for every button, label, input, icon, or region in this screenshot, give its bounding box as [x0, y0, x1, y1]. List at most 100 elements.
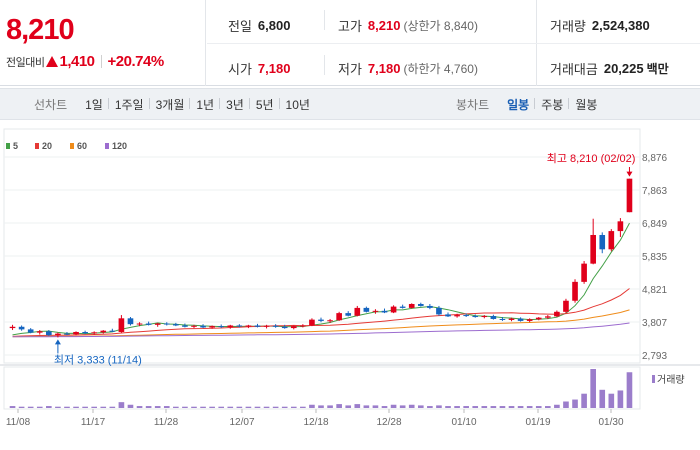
volume-bar [535, 406, 542, 408]
volume-bar [554, 404, 560, 408]
candle-body [427, 305, 433, 308]
tab-monthly[interactable]: 월봉 [568, 96, 603, 113]
candle-body [381, 310, 388, 313]
x-tick-label: 12/07 [229, 417, 254, 428]
legend-label: 5 [13, 141, 18, 151]
up-arrow-icon [46, 56, 59, 67]
prev-close: 전일 6,800 [228, 16, 290, 35]
volume-bar [599, 389, 606, 408]
volume-bar [381, 406, 388, 408]
volume-bar [490, 406, 497, 408]
candle-body [563, 300, 569, 312]
ma-line-120 [12, 322, 630, 338]
y-tick-label: 4,821 [642, 285, 667, 296]
volume-bar [563, 401, 569, 408]
candle-body [127, 318, 134, 325]
candle-body [236, 325, 243, 327]
tab-1week[interactable]: 1주일 [107, 96, 150, 113]
volume-bar [236, 406, 243, 408]
candle-body [581, 263, 587, 282]
upper-limit: (상한가 8,840) [403, 19, 478, 33]
low-annotation: 최저 3,333 (11/14) [54, 353, 142, 366]
x-tick-label: 01/30 [598, 417, 623, 428]
tab-3month[interactable]: 3개월 [148, 96, 191, 113]
candle-body [517, 318, 524, 321]
volume-bar [281, 406, 288, 408]
volume-bar [163, 406, 170, 408]
volume-bar [218, 406, 225, 408]
candle-body [100, 330, 107, 333]
candle-body [363, 307, 370, 312]
volume-bar [572, 399, 578, 408]
tab-5year[interactable]: 5년 [248, 96, 280, 113]
moving-average-lines [12, 222, 630, 338]
candlestick-chart: 5 20 60 120 8,876 7,863 6,849 5,835 4,821 3,807 2… [0, 128, 700, 428]
volume-bar [327, 405, 333, 408]
volume-bar [46, 406, 52, 408]
volume-bar [336, 404, 342, 408]
legend-swatch [105, 143, 109, 149]
tab-1day[interactable]: 1일 [85, 97, 103, 112]
volume-bar [499, 406, 506, 408]
candle-body [300, 325, 306, 327]
period-tab-bar: 선차트 1일 1주일 3개월 1년 3년 5년 10년 봉차트 일봉 주봉 월봉 [0, 88, 700, 120]
candle-body [535, 317, 542, 320]
volume-bar [390, 404, 397, 408]
amount-unit: 백만 [646, 62, 669, 76]
legend-swatch [35, 143, 39, 149]
volume-bar [363, 405, 370, 408]
plot-frame [3, 128, 641, 364]
candle-body [173, 324, 179, 326]
x-tick-label: 12/18 [303, 417, 328, 428]
volume-bar [445, 406, 451, 408]
volume-bar [154, 406, 161, 408]
volume-bar [91, 406, 98, 408]
candle-body [163, 323, 170, 325]
low-label: 저가 [338, 62, 362, 77]
x-tick-label: 01/19 [525, 417, 550, 428]
volume-bar [127, 404, 134, 408]
volume-bar [436, 405, 442, 408]
tab-daily[interactable]: 일봉 [507, 97, 530, 112]
quote-panel: 8,210 전일대비 1,410 +20.74% 전일 6,800 고가 8,2… [0, 0, 700, 86]
candle-body [191, 325, 197, 327]
x-tick-label: 11/08 [6, 417, 31, 428]
high-label: 고가 [338, 19, 362, 34]
low-price: 저가 7,180 (하한가 4,760) [338, 59, 478, 78]
ma-line-5 [12, 222, 630, 336]
tab-3year[interactable]: 3년 [219, 96, 250, 113]
volume-bar [508, 406, 515, 408]
candle-body [372, 310, 379, 312]
chart-grid [0, 128, 700, 410]
candles [9, 178, 633, 338]
high-price: 고가 8,210 (상한가 8,840) [338, 16, 478, 35]
candle-body [109, 330, 116, 332]
candle-body [200, 325, 206, 328]
divider [324, 10, 325, 30]
candle-body [91, 332, 98, 334]
volume-bar [309, 404, 315, 408]
tab-10year[interactable]: 10년 [278, 96, 316, 113]
tab-weekly[interactable]: 주봉 [534, 96, 569, 113]
tab-1year[interactable]: 1년 [189, 96, 220, 113]
candle-body [309, 319, 315, 326]
price-box: 8,210 전일대비 1,410 +20.74% [0, 0, 206, 86]
candle-body [154, 323, 161, 325]
open-price: 시가 7,180 [228, 59, 290, 78]
x-tick-label: 12/28 [376, 417, 401, 428]
candle-body [290, 326, 297, 329]
candle-body [454, 315, 460, 317]
volume-frame [3, 366, 641, 410]
volume-bar [399, 405, 406, 408]
candle-body [544, 316, 551, 318]
candle-chart-label: 봉차트 [456, 97, 490, 112]
volume-bar [227, 406, 234, 408]
low-value: 7,180 [367, 61, 401, 76]
volume-bar [9, 406, 16, 408]
candle-body [272, 325, 279, 327]
volume-bar [626, 372, 633, 408]
x-tick-label: 01/10 [451, 417, 476, 428]
volume-bar [526, 406, 533, 408]
candle-body [508, 318, 515, 320]
ma-legend: 5 20 60 120 [6, 141, 127, 151]
